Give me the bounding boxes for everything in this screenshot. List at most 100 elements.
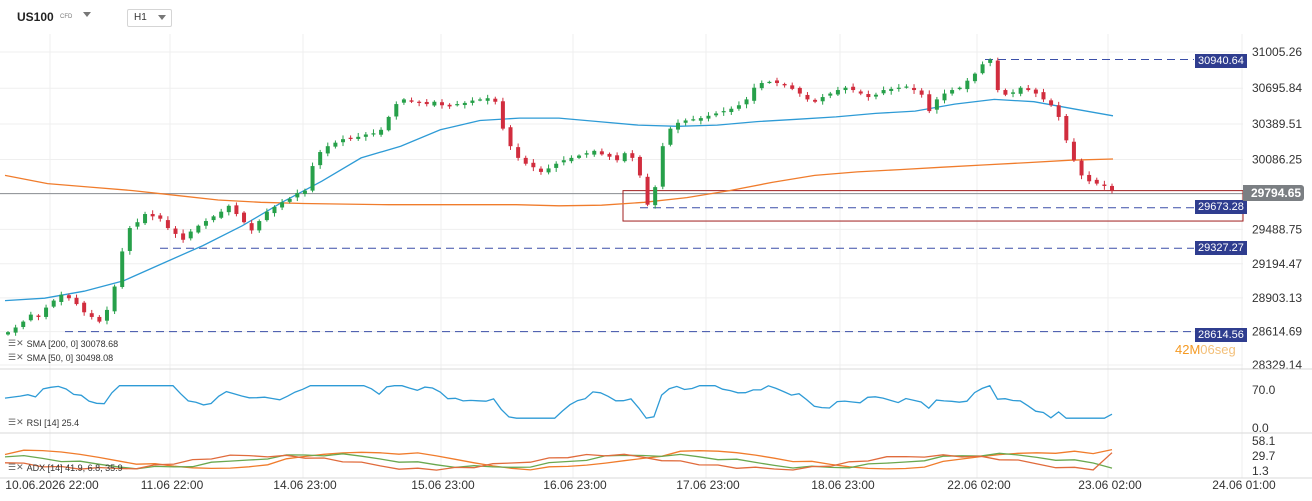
level-tag-29673: 29673.28 [1195,200,1247,214]
time-tick-label: 18.06 23:00 [811,478,875,492]
candle-body [219,211,224,218]
candle-body [637,156,642,176]
candle-body [1056,105,1061,117]
candle-body [89,313,94,317]
candle-body [211,216,216,221]
candle-body [439,102,444,106]
candle-body [1071,141,1076,161]
candle-body [782,83,787,86]
candle-body [942,93,947,101]
candle-body [165,220,170,229]
candle-body [135,222,140,227]
candle-body [645,176,650,205]
candle-body [736,105,741,109]
sma50-legend[interactable]: ☰✕ SMA [50, 0] 30498.08 [8,352,113,363]
menu-icon[interactable]: ☰✕ [8,352,24,362]
candle-body [873,94,878,97]
support-zone-box [622,190,1244,222]
candle-body [36,315,41,317]
candle-body [538,168,543,172]
candle-body [470,100,475,103]
candle-body [371,133,376,135]
candle-body [805,94,810,100]
candle-body [721,111,726,113]
chart-toolbar: US100 CFD H1 [0,0,1312,34]
price-tick-label: 30086.25 [1252,152,1302,166]
candle-body [896,87,901,89]
candle-body [280,202,285,208]
candle-body [866,94,871,98]
sma200-legend[interactable]: ☰✕ SMA [200, 0] 30078.68 [8,338,118,349]
candle-body [120,251,125,288]
candle-body [1026,88,1031,91]
candle-body [950,90,955,94]
candle-body [1079,160,1084,176]
candle-body [1110,185,1114,191]
candle-body [386,116,391,131]
price-tick-label: 30389.51 [1252,117,1302,131]
candle-body [409,100,414,102]
candle-body [379,129,384,135]
sma200-label: SMA [200, 0] 30078.68 [26,338,119,349]
candle-body [706,115,711,119]
candle-body [82,302,87,313]
candle-body [257,221,262,231]
candle-body [74,297,79,305]
candle-body [226,205,231,213]
price-tick-label: 29488.75 [1252,222,1302,236]
candle-body [401,99,406,103]
candle-body [698,118,703,121]
candle-body [813,99,818,102]
candle-body [295,192,300,198]
candle-body [13,327,18,333]
candle-body [173,228,178,234]
candle-body [797,87,802,94]
menu-icon[interactable]: ☰✕ [8,417,24,427]
candle-body [912,87,917,91]
timeframe-select[interactable]: H1 [127,9,172,27]
time-tick-label: 16.06 23:00 [543,478,607,492]
candle-body [127,228,132,251]
candle-body [485,98,490,101]
candle-body [478,99,483,101]
candle-body [508,127,513,147]
candle-body [607,153,612,157]
price-tick-label: 30695.84 [1252,81,1302,95]
candle-body [28,314,33,321]
candle-body [21,321,26,328]
candle-body [493,98,498,102]
candle-body [181,233,186,240]
candle-body [828,93,833,96]
rsi-line [4,384,1113,419]
menu-icon[interactable]: ☰✕ [8,462,24,472]
candle-body [1018,87,1023,94]
candle-body [150,214,155,217]
symbol-dropdown-icon[interactable] [83,12,91,17]
time-tick-label: 10.06.2026 22:00 [5,478,99,492]
symbol-label[interactable]: US100 [17,10,54,24]
candle-body [1003,90,1008,95]
candle-body [341,139,346,143]
menu-icon[interactable]: ☰✕ [8,338,24,348]
adx-legend[interactable]: ☰✕ ADX [14] 41.9, 6.8, 35.9 [8,462,123,473]
candle-body [752,87,757,101]
sma50-line [4,98,1114,302]
candle-body [363,134,368,137]
candle-body [287,198,292,202]
candle-body [6,332,10,335]
candle-body [919,90,924,95]
candle-body [302,190,307,194]
time-tick-label: 14.06 23:00 [273,478,337,492]
plus-di-line [4,452,1113,470]
candle-body [584,153,589,155]
adx-tick-label: 29.7 [1252,449,1276,463]
candle-body [249,223,254,231]
rsi-legend[interactable]: ☰✕ RSI [14] 25.4 [8,417,79,428]
level-tag-28614: 28614.56 [1195,328,1247,342]
price-tick-label: 31005.26 [1252,45,1302,59]
level-tag-30940: 30940.64 [1195,54,1247,68]
candle-body [622,153,627,162]
candle-body [957,87,962,90]
candle-body [264,211,269,221]
